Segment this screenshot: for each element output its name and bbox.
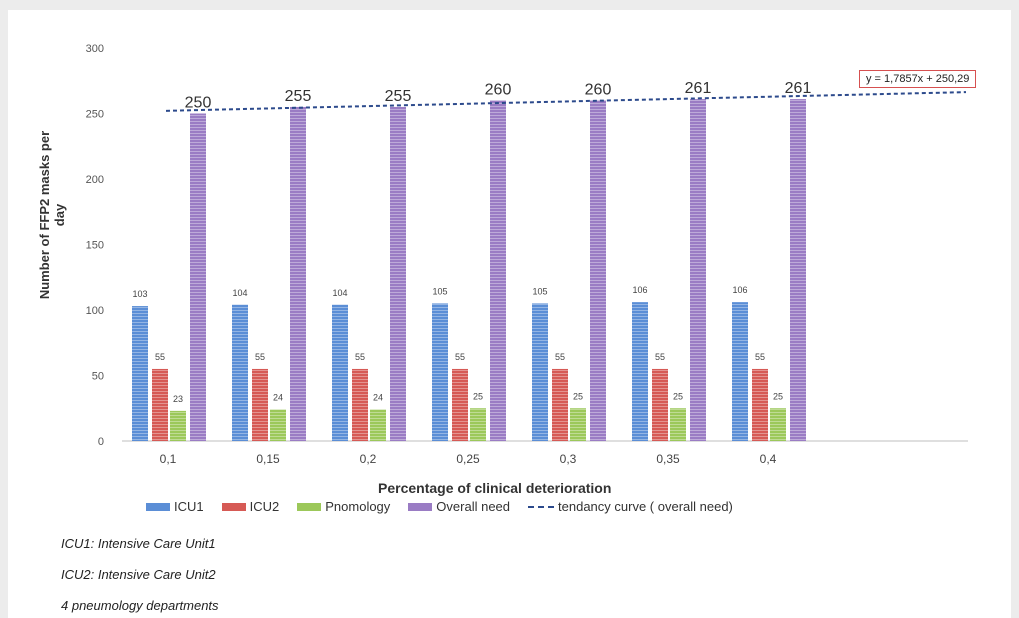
bar-texture-icu2 [352, 368, 368, 441]
x-tick-label: 0,4 [760, 452, 777, 466]
x-tick-label: 0,2 [360, 452, 377, 466]
data-label-overall-need: 260 [585, 81, 612, 98]
data-label-pnomology: 25 [673, 391, 683, 401]
bar-texture-icu2 [652, 368, 668, 441]
legend-label-pnomology: Pnomology [325, 499, 391, 514]
legend-item-trendline: tendancy curve ( overall need) [528, 499, 733, 514]
legend-item-icu2: ICU2 [221, 499, 280, 514]
bar-texture-icu2 [252, 368, 268, 441]
data-label-overall-need: 260 [485, 81, 512, 98]
x-tick-label: 0,35 [656, 452, 680, 466]
legend-label-trendline: tendancy curve ( overall need) [558, 499, 733, 514]
x-tick-label: 0,1 [160, 452, 177, 466]
data-label-icu2: 55 [455, 352, 465, 362]
bar-texture-icu1 [632, 302, 648, 441]
note-icu1: ICU1: Intensive Care Unit1 [61, 536, 216, 551]
legend-item-pnomology: Pnomology [297, 499, 390, 514]
bar-texture-overall-need [790, 99, 806, 441]
bar-texture-pnomology [470, 408, 486, 441]
legend-swatch-icu2 [221, 502, 246, 511]
y-tick-label: 100 [86, 305, 104, 317]
data-label-pnomology: 24 [373, 393, 383, 403]
bar-texture-pnomology [370, 409, 386, 441]
bar-texture-pnomology [570, 408, 586, 441]
note-pneumology: 4 pneumology departments [61, 598, 219, 613]
bar-texture-pnomology [670, 408, 686, 441]
y-tick-label: 0 [98, 436, 104, 448]
x-tick-label: 0,25 [456, 452, 480, 466]
bar-texture-overall-need [190, 113, 206, 441]
data-label-overall-need: 261 [685, 80, 712, 97]
data-label-icu2: 55 [155, 352, 165, 362]
x-tick-label: 0,15 [256, 452, 280, 466]
bar-texture-overall-need [290, 106, 306, 441]
legend-label-overall-need: Overall need [436, 499, 511, 514]
bar-texture-overall-need [590, 100, 606, 442]
data-label-icu2: 55 [355, 352, 365, 362]
data-label-icu1: 104 [332, 288, 347, 298]
chart-figure: 0 50 100 150 200 250 300 0,1 0,15 0,2 0,25 0,3 0,35 0… [8, 10, 1011, 618]
note-icu2: ICU2: Intensive Care Unit2 [61, 567, 216, 582]
data-label-icu2: 55 [255, 352, 265, 362]
bar-texture-pnomology [770, 408, 786, 441]
bar-texture-pnomology [170, 410, 186, 441]
x-tick-label: 0,3 [560, 452, 577, 466]
data-label-overall-need: 255 [385, 88, 412, 105]
bar-texture-overall-need [490, 100, 506, 442]
data-label-pnomology: 25 [573, 391, 583, 401]
bar-chart: 0 50 100 150 200 250 300 0,1 0,15 0,2 0,25 0,3 0,35 0… [86, 43, 968, 466]
bar-texture-icu1 [532, 303, 548, 441]
data-label-pnomology: 25 [773, 391, 783, 401]
y-tick-label: 150 [86, 240, 104, 252]
data-label-icu1: 106 [732, 285, 747, 295]
legend-swatch-overall-need [408, 502, 433, 511]
trendline [165, 91, 967, 112]
trendline-equation: y = 1,7857x + 250,29 [859, 70, 977, 88]
bar-texture-icu1 [732, 302, 748, 441]
bar-texture-icu1 [232, 304, 248, 441]
bar-texture-icu2 [552, 368, 568, 441]
y-tick-label: 50 [92, 371, 104, 383]
y-tick-label: 300 [86, 43, 104, 55]
bar-texture-overall-need [690, 99, 706, 441]
legend-label-icu2: ICU2 [249, 499, 280, 514]
bar-texture-icu1 [432, 303, 448, 441]
data-label-icu1: 105 [432, 286, 447, 296]
legend-item-icu1: ICU1 [146, 499, 204, 514]
bar-texture-icu1 [132, 306, 148, 441]
bar-texture-icu2 [152, 368, 168, 441]
data-label-icu2: 55 [755, 352, 765, 362]
legend: ICU1 ICU2 Pnomology Overall need tendanc… [146, 499, 733, 514]
y-axis-label: Number of FFP2 masks per day [37, 130, 67, 300]
data-label-overall-need: 261 [785, 80, 812, 97]
legend-swatch-trendline [528, 505, 555, 508]
bar-texture-icu2 [752, 368, 768, 441]
bar-texture-icu1 [332, 304, 348, 441]
x-axis-label: Percentage of clinical deterioration [378, 480, 612, 496]
data-label-icu1: 103 [132, 289, 147, 299]
data-label-icu1: 105 [532, 286, 547, 296]
data-label-overall-need: 255 [285, 88, 312, 105]
legend-item-overall-need: Overall need [408, 499, 510, 514]
data-label-pnomology: 25 [473, 391, 483, 401]
legend-label-icu1: ICU1 [174, 499, 204, 514]
data-label-pnomology: 23 [173, 394, 183, 404]
legend-swatch-icu1 [146, 502, 170, 511]
y-tick-label: 200 [86, 174, 104, 186]
legend-swatch-pnomology [297, 502, 322, 511]
data-label-overall-need: 250 [185, 95, 212, 112]
data-label-icu2: 55 [655, 352, 665, 362]
data-label-icu2: 55 [555, 352, 565, 362]
bar-texture-icu2 [452, 368, 468, 441]
data-label-icu1: 104 [232, 288, 247, 298]
bar-texture-overall-need [390, 106, 406, 441]
y-tick-label: 250 [86, 109, 104, 121]
data-label-pnomology: 24 [273, 393, 283, 403]
data-label-icu1: 106 [632, 285, 647, 295]
bar-texture-pnomology [270, 409, 286, 441]
